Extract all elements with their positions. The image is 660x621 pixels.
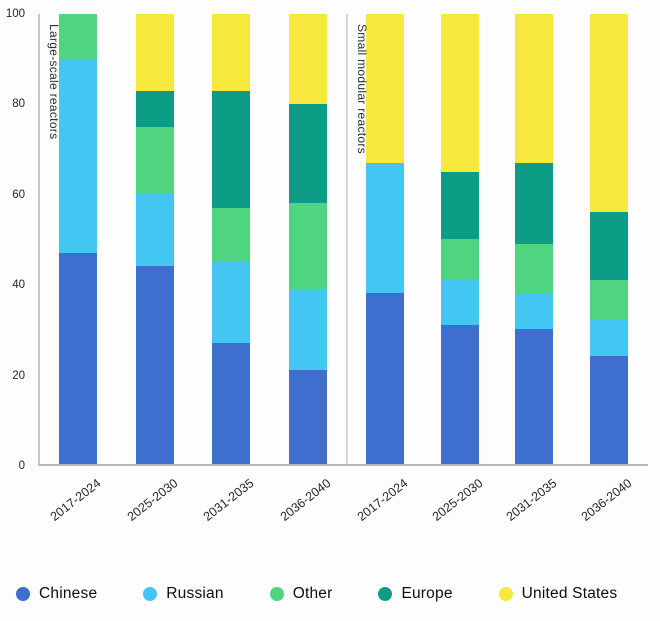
bar-slot: 2036-2040 [572, 14, 647, 524]
bar-segment-united-states [135, 14, 174, 91]
bar-slot: 2025-2030 [423, 14, 498, 524]
group-label-small-modular-reactors: Small modular reactors [355, 24, 369, 154]
bar-segment-other [288, 203, 327, 289]
stacked-bar [212, 14, 251, 464]
bar-segment-chinese [440, 324, 479, 464]
legend-item-other: Other [269, 585, 333, 603]
bar-segment-europe [589, 212, 628, 280]
legend-label: Chinese [39, 585, 98, 602]
x-axis-label: 2036-2040 [578, 476, 635, 524]
stacked-bar [59, 14, 98, 464]
bar-segment-russian [59, 59, 98, 253]
y-tick-label: 20 [12, 369, 25, 382]
x-axis-label: 2017-2024 [355, 476, 411, 524]
bar-segment-europe [212, 90, 251, 208]
group-label-large-scale-reactors: Large-scale reactors [47, 24, 61, 140]
bar-segment-other [59, 14, 98, 59]
bar-segment-united-states [589, 14, 628, 212]
bar-segment-russian [515, 293, 554, 329]
bar-segment-other [212, 207, 251, 262]
bar-slot: 2036-2040 [270, 14, 347, 524]
legend-dot [16, 587, 30, 601]
chart-group-large-scale-reactors: Large-scale reactors 2017-2024 2025-2030 2… [40, 14, 347, 524]
bar-segment-united-states [366, 14, 405, 163]
y-tick-label: 100 [5, 8, 25, 20]
plot-area: Large-scale reactors 2017-2024 2025-2030 2… [38, 14, 648, 524]
legend-item-europe: Europe [378, 585, 452, 603]
bar-segment-chinese [59, 252, 98, 464]
legend-item-united-states: United States [498, 585, 618, 603]
legend-dot [143, 587, 158, 601]
bar-segment-other [440, 239, 479, 280]
stacked-bar [589, 14, 628, 464]
bar-segment-other [589, 279, 628, 320]
y-tick-label: 40 [12, 279, 25, 292]
stacked-bar [288, 14, 327, 464]
x-axis-label: 2031-2035 [504, 476, 560, 524]
bar-segment-russian [589, 320, 628, 356]
bar-segment-russian [288, 288, 327, 370]
stacked-bar [515, 14, 554, 464]
legend: Chinese Russian Other Europe United States [16, 585, 617, 603]
bar-segment-europe [515, 162, 554, 244]
y-tick-label: 60 [12, 188, 25, 201]
bar-segment-russian [135, 194, 174, 266]
stacked-bar [366, 14, 405, 464]
legend-item-russian: Russian [143, 585, 223, 603]
chart-group-small-modular-reactors: Small modular reactors 2017-2024 2025-203… [346, 14, 647, 524]
bar-segment-chinese [135, 266, 174, 464]
bar-slot: 2017-2024 [348, 14, 423, 524]
bar-segment-europe [288, 104, 327, 203]
bar-segment-chinese [212, 342, 251, 464]
legend-dot [378, 587, 393, 601]
bar-segment-russian [366, 162, 405, 293]
bar-slot: 2031-2035 [193, 14, 270, 524]
legend-dot [269, 587, 284, 601]
bar-segment-chinese [366, 293, 405, 464]
legend-label: Russian [166, 585, 224, 602]
x-axis-label: 2025-2030 [429, 476, 486, 524]
bar-segment-europe [135, 90, 174, 127]
x-axis-label: 2017-2024 [48, 476, 104, 524]
bar-segment-russian [440, 279, 479, 325]
legend-label: United States [521, 585, 618, 602]
bar-segment-russian [212, 261, 251, 343]
bar-segment-chinese [515, 329, 554, 464]
bar-segment-europe [440, 171, 479, 239]
legend-item-chinese: Chinese [16, 585, 97, 603]
bar-slot: 2017-2024 [40, 14, 117, 524]
legend-label: Other [292, 585, 333, 602]
bar-slot: 2025-2030 [117, 14, 194, 524]
bar-segment-chinese [589, 356, 628, 464]
x-axis-label: 2025-2030 [124, 476, 181, 524]
legend-dot [498, 587, 513, 601]
stacked-bar [440, 14, 479, 464]
bar-segment-united-states [440, 14, 479, 172]
x-axis-label: 2036-2040 [277, 476, 334, 524]
bar-segment-united-states [515, 14, 554, 163]
bar-segment-united-states [288, 14, 327, 104]
legend-label: Europe [401, 585, 453, 602]
bar-segment-chinese [288, 369, 327, 464]
x-axis-label: 2031-2035 [201, 476, 257, 524]
stacked-bar [135, 14, 174, 464]
bar-slot: 2031-2035 [497, 14, 572, 524]
bar-segment-other [135, 126, 174, 194]
bar-segment-united-states [212, 14, 251, 91]
y-tick-label: 80 [12, 98, 25, 111]
y-tick-label: 0 [18, 460, 25, 472]
y-axis: 0 20 40 60 80 100 [0, 8, 34, 472]
bar-segment-other [515, 243, 554, 293]
